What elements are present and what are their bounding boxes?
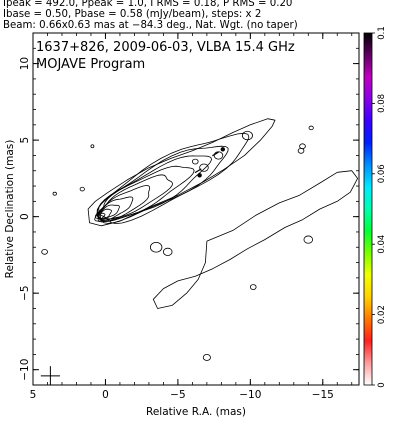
- x-tick-label: 0: [102, 389, 109, 401]
- contour-blob: [191, 158, 199, 165]
- x-tick-label: −5: [170, 389, 185, 401]
- contour-blob: [297, 147, 305, 154]
- inner-contour: [97, 165, 195, 223]
- contour-blob: [79, 186, 85, 192]
- inner-contour: [98, 155, 213, 222]
- y-axis-label: Relative Declination (mas): [4, 140, 16, 279]
- x-axis-label: Relative R.A. (mas): [146, 406, 246, 418]
- inner-contour: [94, 185, 151, 220]
- inner-contour: [96, 132, 250, 225]
- polarization-vector: [212, 151, 220, 157]
- y-tick-label: 5: [19, 137, 31, 144]
- x-tick-label: 5: [30, 389, 37, 401]
- colorbar-tick-label: 0.08: [377, 94, 387, 113]
- header-line-1: Ipeak = 492.0, Ppeak = 1.0, I RMS = 0.18…: [3, 0, 293, 9]
- contour-blob: [149, 241, 163, 253]
- colorbar-tick-label: 0.02: [377, 305, 387, 324]
- y-tick-label: −5: [19, 285, 31, 300]
- colorbar-tick-label: 0.1: [377, 26, 387, 40]
- x-tick-label: −10: [239, 389, 261, 401]
- inner-contour: [97, 204, 120, 221]
- header-line-2: Ibase = 0.50, Pbase = 0.58 (mJy/beam), s…: [3, 9, 262, 20]
- y-tick-label: −10: [19, 359, 31, 381]
- y-tick-label: 10: [19, 57, 31, 70]
- x-tick-label: −15: [312, 389, 334, 401]
- colorbar-tick-label: 0.06: [377, 164, 387, 183]
- contour-blob: [303, 235, 314, 244]
- contour-blob: [199, 163, 209, 172]
- polarization-vector: [194, 168, 202, 174]
- inner-contour: [96, 145, 229, 224]
- outer-jet-contour: [87, 118, 276, 227]
- chart-subtitle: MOJAVE Program: [36, 57, 145, 72]
- chart-title: 1637+826, 2009-06-03, VLBA 15.4 GHz: [36, 40, 295, 55]
- header-line-3: Beam: 0.66x0.63 mas at −84.3 deg., Nat. …: [3, 20, 298, 31]
- contour-blob: [299, 143, 306, 150]
- colorbar: [363, 32, 373, 386]
- contour-blob: [163, 247, 173, 256]
- contour-blob: [202, 353, 211, 361]
- y-tick-label: 0: [19, 213, 31, 220]
- colorbar-tick-label: 0: [377, 382, 387, 387]
- colorbar-tick-label: 0.04: [377, 235, 387, 254]
- contour-blob: [308, 125, 314, 131]
- inner-contour: [94, 174, 173, 222]
- contour-blob: [249, 284, 257, 290]
- contour-blob: [90, 144, 95, 149]
- polarization-marker: [197, 173, 202, 178]
- contour-blob: [213, 151, 224, 160]
- contour-blob: [241, 130, 253, 141]
- contour-blob: [41, 249, 48, 255]
- polarization-marker: [220, 147, 226, 152]
- contour-blob: [52, 191, 57, 196]
- plot-frame: [32, 32, 360, 386]
- arc-contour: [152, 170, 359, 309]
